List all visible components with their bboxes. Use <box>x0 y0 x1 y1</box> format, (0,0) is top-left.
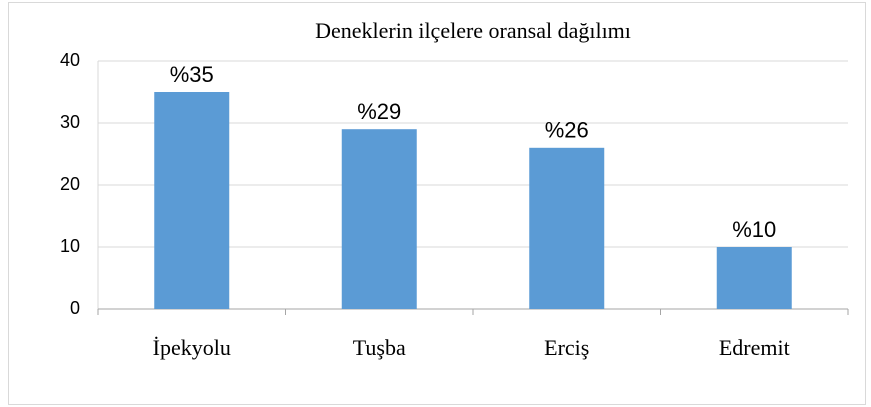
y-tick-label: 30 <box>60 112 80 132</box>
y-tick-label: 10 <box>60 236 80 256</box>
y-tick-label: 40 <box>60 50 80 70</box>
data-label: %10 <box>732 217 776 242</box>
data-label: %29 <box>357 99 401 124</box>
chart-border <box>8 2 866 405</box>
x-tick-label: İpekyolu <box>153 335 231 360</box>
data-label: %35 <box>170 62 214 87</box>
chart-title: Deneklerin ilçelere oransal dağılımı <box>315 18 631 43</box>
y-tick-label: 0 <box>70 298 80 318</box>
x-tick-label: Tuşba <box>353 335 406 360</box>
y-tick-label: 20 <box>60 174 80 194</box>
x-tick-label: Edremit <box>719 335 790 360</box>
data-label: %26 <box>545 118 589 143</box>
bar <box>529 147 605 309</box>
bar <box>716 247 792 309</box>
bar <box>154 92 230 309</box>
x-tick-label: Erciş <box>544 335 589 360</box>
bar <box>341 129 417 309</box>
